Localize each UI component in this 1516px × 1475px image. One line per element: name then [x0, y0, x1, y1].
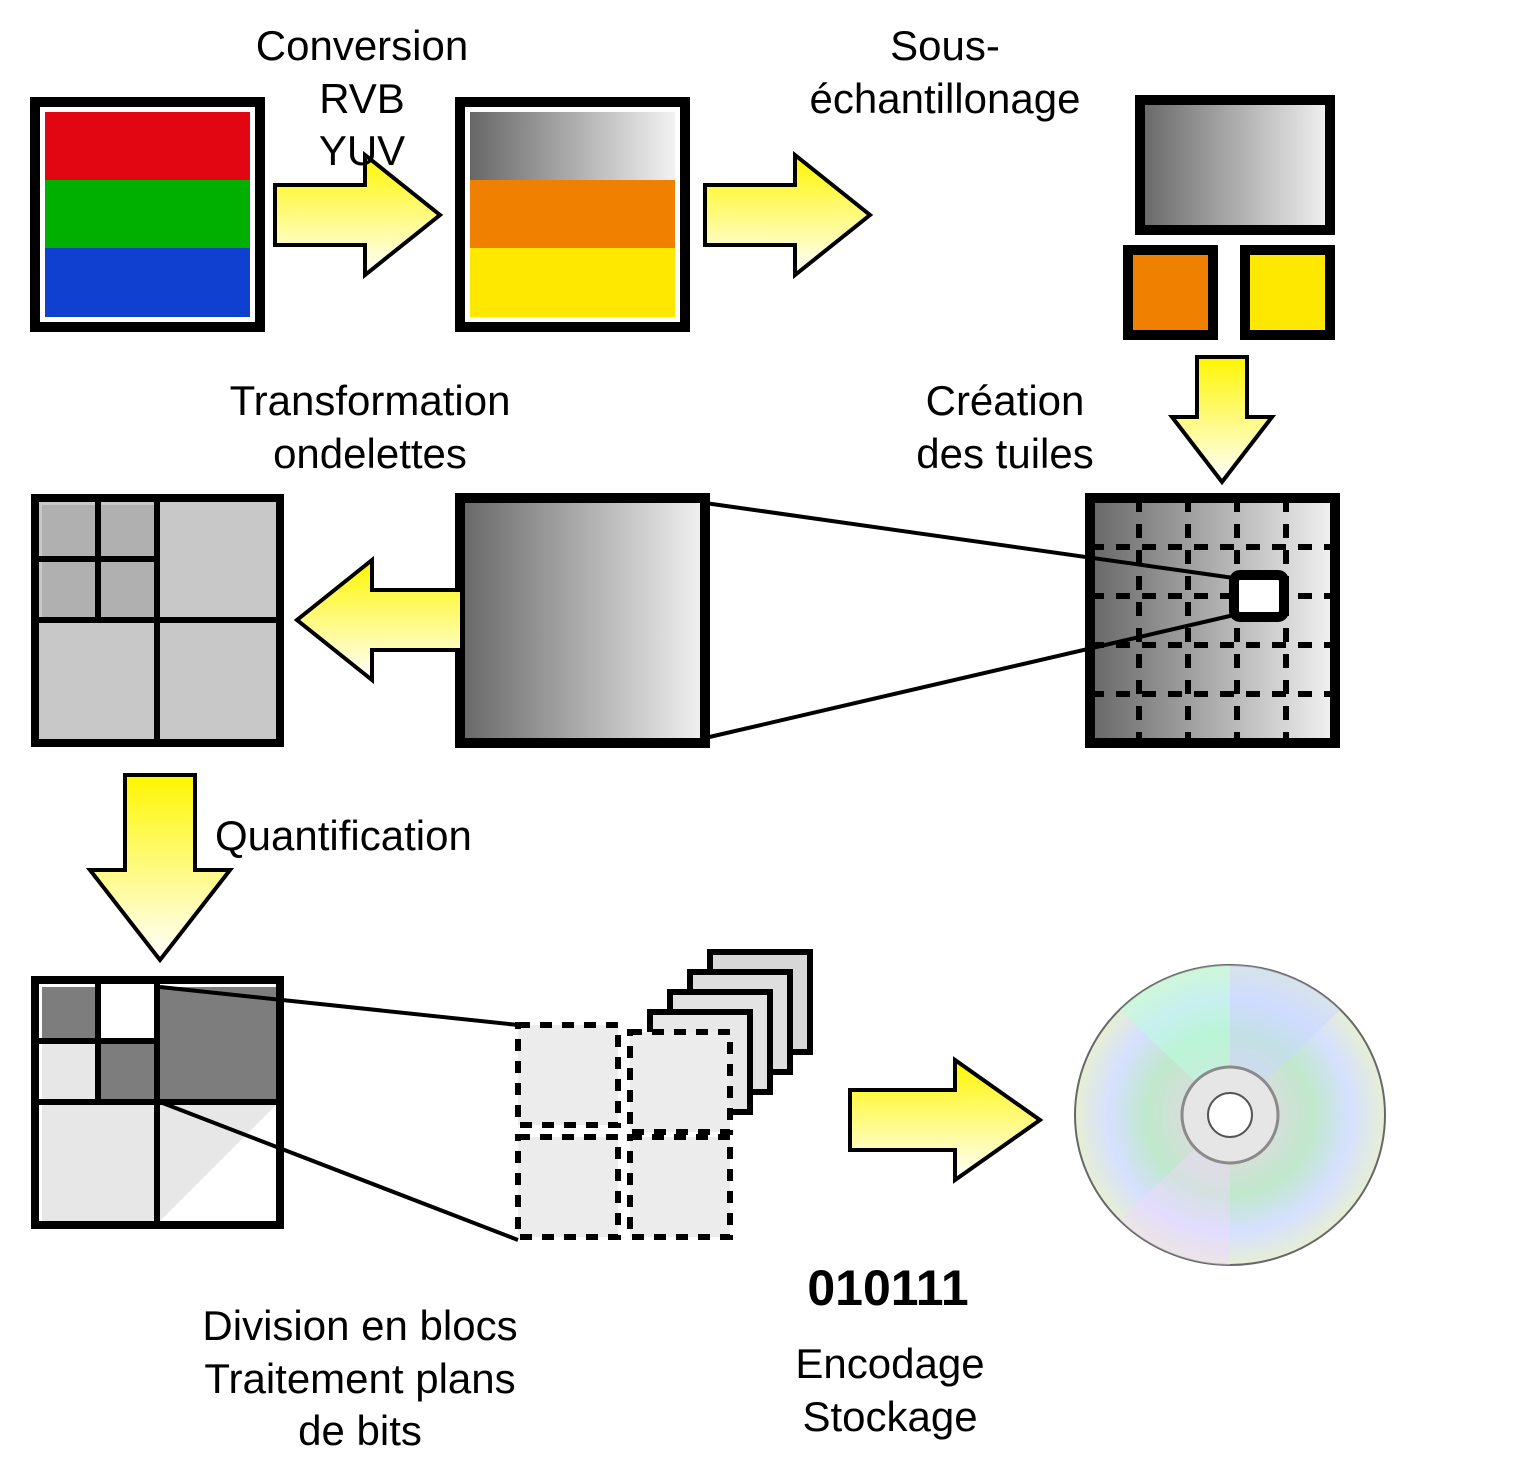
label-tiling: Création des tuiles — [890, 375, 1120, 480]
label-encoding: Encodage Stockage — [740, 1338, 1040, 1443]
arrow-5 — [90, 775, 230, 960]
label-blocks: Division en blocs Traitement plans de bi… — [150, 1300, 570, 1458]
label-subsampling: Sous- échantillonage — [765, 20, 1125, 125]
diagram-svg — [20, 20, 1496, 1455]
subsample-v-box — [1245, 250, 1330, 335]
quantification-box — [35, 980, 280, 1225]
wavelet-box — [35, 498, 280, 743]
cd-disc-icon — [1075, 965, 1385, 1265]
label-wavelet: Transformation ondelettes — [190, 375, 550, 480]
label-conversion: Conversion RVB YUV — [212, 20, 512, 178]
label-quant: Quantification — [215, 810, 535, 863]
bitplane-blocks — [518, 952, 810, 1237]
subsample-y-box — [1140, 100, 1330, 230]
arrow-6 — [850, 1060, 1040, 1180]
label-binary: 010111 — [778, 1257, 998, 1320]
subsample-u-box — [1128, 250, 1213, 335]
arrow-4 — [297, 560, 462, 680]
selected-tile-box — [460, 498, 705, 743]
arrow-3 — [1172, 357, 1272, 482]
jpeg2000-pipeline-diagram: Conversion RVB YUV Sous- échantillonage … — [20, 20, 1496, 1455]
arrow-2 — [705, 155, 870, 275]
